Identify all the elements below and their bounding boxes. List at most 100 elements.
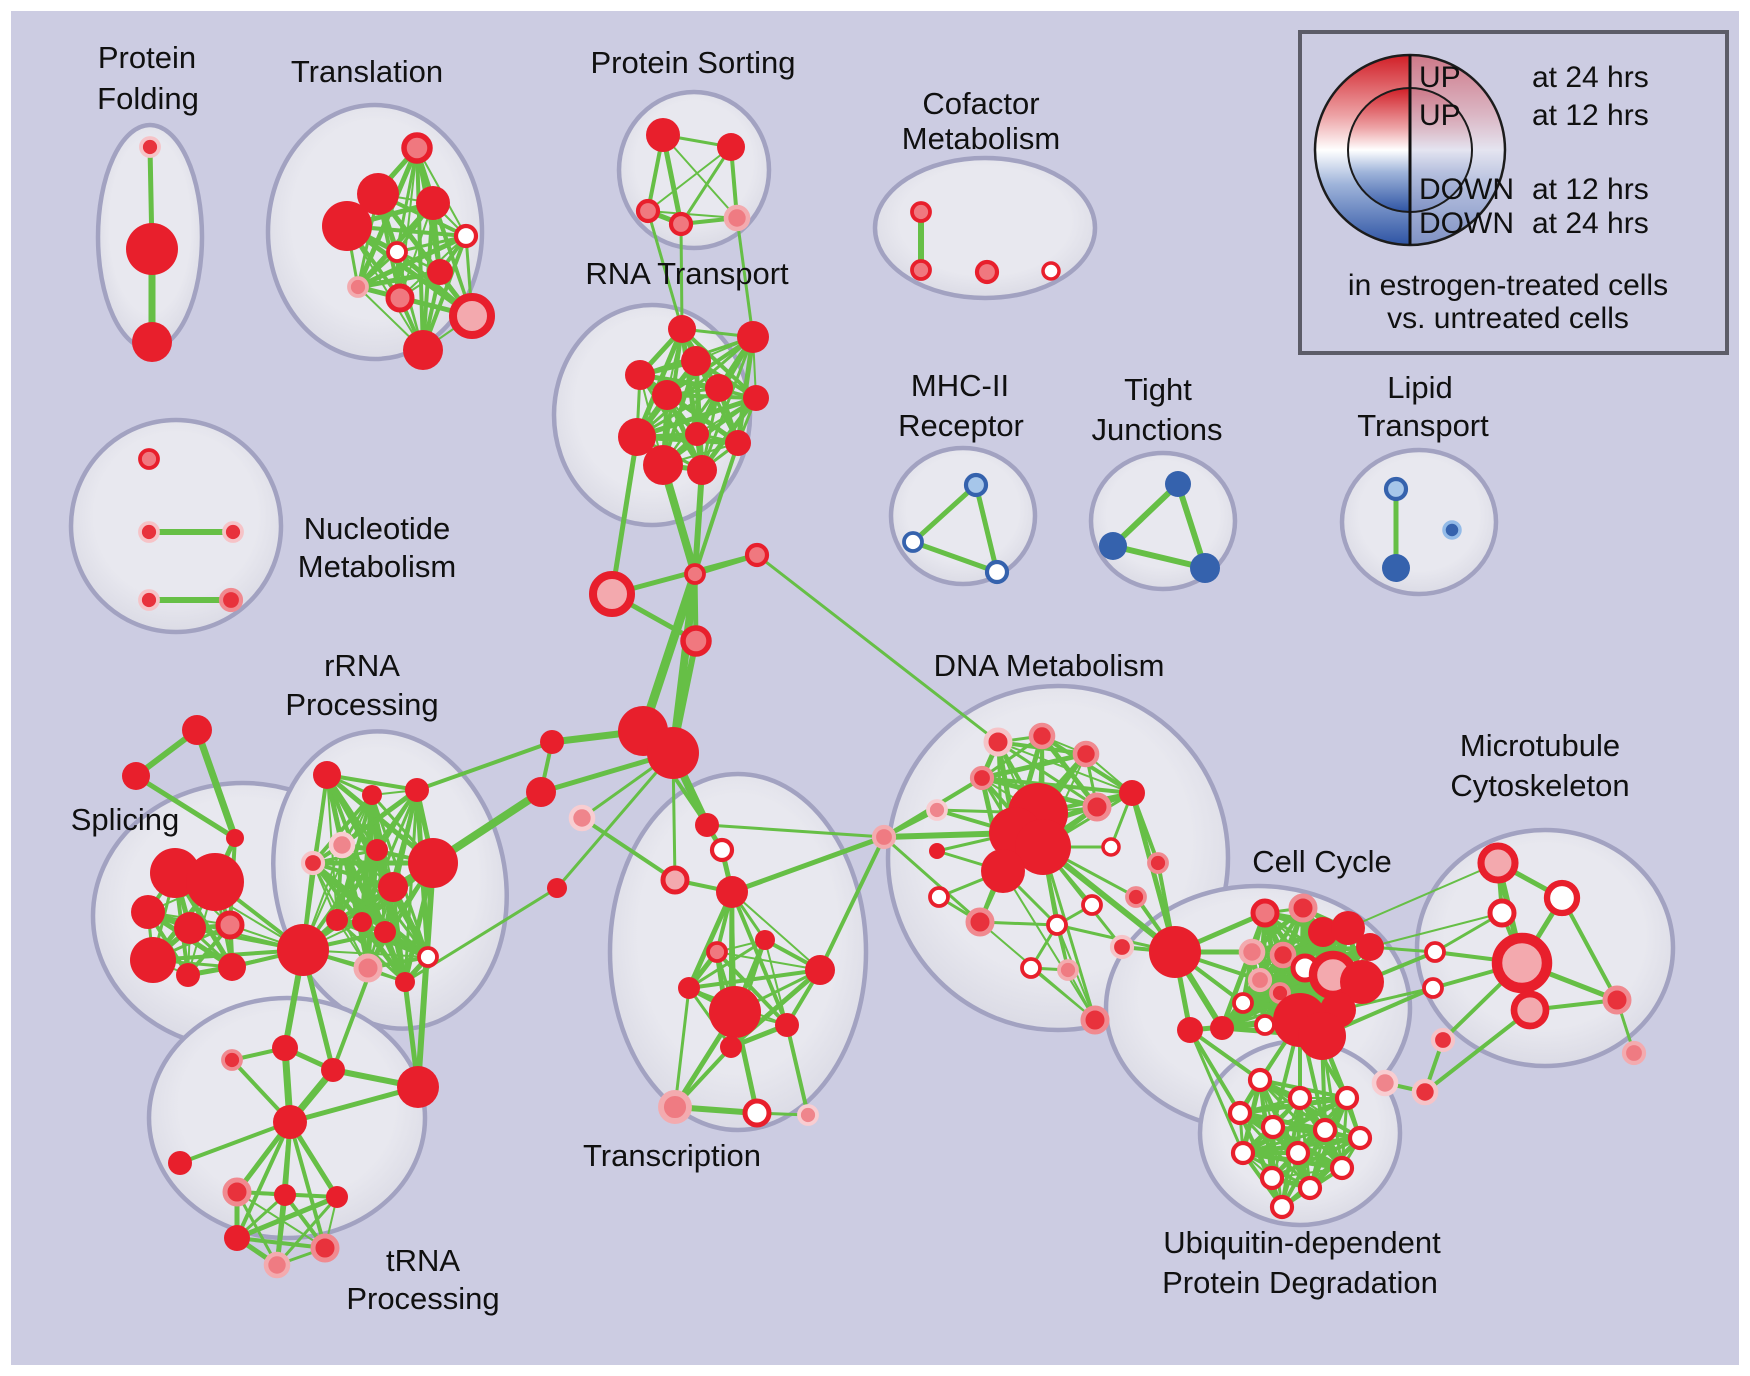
gene-node-nu4 — [218, 587, 244, 613]
gene-node-mh2 — [984, 559, 1010, 585]
edge — [634, 395, 759, 440]
gene-node-sp6 — [176, 963, 200, 987]
gene-node-ub0 — [1247, 1067, 1273, 1093]
gene-node-cc13 — [1254, 1014, 1276, 1036]
gene-node-sp5 — [130, 937, 176, 983]
gene-node-tl2 — [416, 186, 450, 220]
gene-node-rr5 — [366, 839, 388, 861]
edge — [679, 145, 733, 226]
gene-nodes — [122, 118, 1647, 1279]
gene-node-sp2 — [131, 895, 165, 929]
gene-node-tj2 — [1190, 553, 1220, 583]
edge — [355, 233, 469, 290]
cluster-label-protein-sorting-line0: Protein Sorting — [590, 45, 795, 80]
edge — [302, 862, 434, 951]
edge — [639, 374, 757, 399]
gene-node-cchub2 — [1298, 1012, 1346, 1060]
gene-node-th4 — [310, 1233, 340, 1263]
gene-node-m0 — [540, 730, 564, 754]
gene-node-rt0 — [668, 315, 696, 343]
cluster-label-transcription-line0: Transcription — [583, 1138, 761, 1173]
gene-node-nu0 — [138, 448, 160, 470]
gene-node-rt3 — [625, 360, 655, 390]
gene-node-rt2 — [681, 346, 711, 376]
edge — [686, 889, 735, 991]
gene-node-dsmall — [1177, 1017, 1203, 1043]
gene-node-d18 — [1081, 894, 1103, 916]
cluster-label-trna-processing-line0: tRNA — [386, 1243, 460, 1278]
edge — [647, 146, 732, 212]
gene-node-rr10 — [374, 921, 396, 943]
edge — [580, 816, 677, 882]
gene-node-rt9 — [725, 430, 751, 456]
gene-node-d16 — [1125, 886, 1147, 908]
cluster-cofactor-metabolism-ellipse — [872, 155, 1098, 301]
gene-node-tl5 — [386, 241, 408, 263]
legend-time-label: at 24 hrs — [1532, 61, 1649, 94]
edge — [391, 885, 407, 984]
edge — [679, 222, 684, 331]
cluster-label-protein-folding-line1: Folding — [97, 81, 199, 116]
edge — [133, 773, 238, 841]
gene-node-nu2 — [222, 521, 244, 543]
gene-node-rr12 — [353, 953, 383, 983]
gene-node-lp1 — [1382, 554, 1410, 582]
gene-node-tl7 — [347, 276, 369, 298]
edge — [700, 335, 755, 472]
gene-node-nu3 — [138, 589, 160, 611]
legend-direction-label: UP — [1419, 99, 1461, 132]
gene-node-tj0 — [1165, 471, 1191, 497]
gene-node-cc3 — [1331, 911, 1365, 945]
gene-node-tl10 — [403, 330, 443, 370]
edge — [693, 441, 740, 576]
gene-node-ub2 — [1334, 1085, 1360, 1111]
cluster-label-cofactor-metabolism-line0: Cofactor — [922, 86, 1039, 121]
edge — [1188, 1028, 1262, 1082]
edge — [609, 434, 640, 597]
gene-node-mc11 — [1621, 1040, 1647, 1066]
gene-node-d22 — [1057, 959, 1079, 981]
edge — [287, 1084, 421, 1125]
gene-node-tj1 — [1099, 532, 1127, 560]
edge — [555, 751, 675, 890]
gene-node-cc12 — [1232, 992, 1254, 1014]
edge — [910, 482, 979, 545]
edge — [1238, 1111, 1284, 1209]
edge — [1423, 1008, 1532, 1094]
edge — [715, 950, 789, 1027]
edge — [979, 751, 1089, 781]
gene-node-m3 — [547, 878, 567, 898]
gene-node-rt11 — [687, 455, 717, 485]
edge — [1347, 862, 1499, 929]
gene-node-ps2 — [635, 198, 661, 224]
edge — [731, 891, 821, 971]
edge — [646, 209, 684, 331]
gene-node-cf2 — [974, 259, 1000, 285]
edge — [1281, 945, 1372, 957]
gene-node-u0 — [221, 1049, 243, 1071]
gene-node-mc2 — [1487, 898, 1517, 928]
gene-node-d19 — [1046, 914, 1068, 936]
edge — [235, 1120, 292, 1240]
edge — [1110, 481, 1181, 549]
edge — [1041, 845, 1097, 1022]
gene-node-ps4 — [723, 204, 751, 232]
gene-node-tr7 — [805, 955, 835, 985]
cluster-label-cofactor-metabolism-line1: Metabolism — [902, 121, 1061, 156]
gene-node-d4 — [926, 799, 948, 821]
edge — [325, 773, 419, 792]
gene-node-rt10 — [643, 445, 683, 485]
gene-node-ub8 — [1285, 1140, 1311, 1166]
gene-node-d2 — [1072, 740, 1100, 768]
gene-node-tl9 — [449, 293, 495, 339]
gene-node-pf1 — [126, 223, 178, 275]
gene-node-d13 — [1147, 852, 1169, 874]
gene-node-rr3 — [328, 831, 356, 859]
gene-node-ub6 — [1347, 1125, 1373, 1151]
gene-node-mc3 — [1424, 941, 1446, 963]
gene-node-m1 — [526, 777, 556, 807]
gene-node-tr0 — [695, 813, 719, 837]
gene-node-mc5 — [1422, 977, 1444, 999]
legend-caption-line1: vs. untreated cells — [1387, 302, 1629, 335]
